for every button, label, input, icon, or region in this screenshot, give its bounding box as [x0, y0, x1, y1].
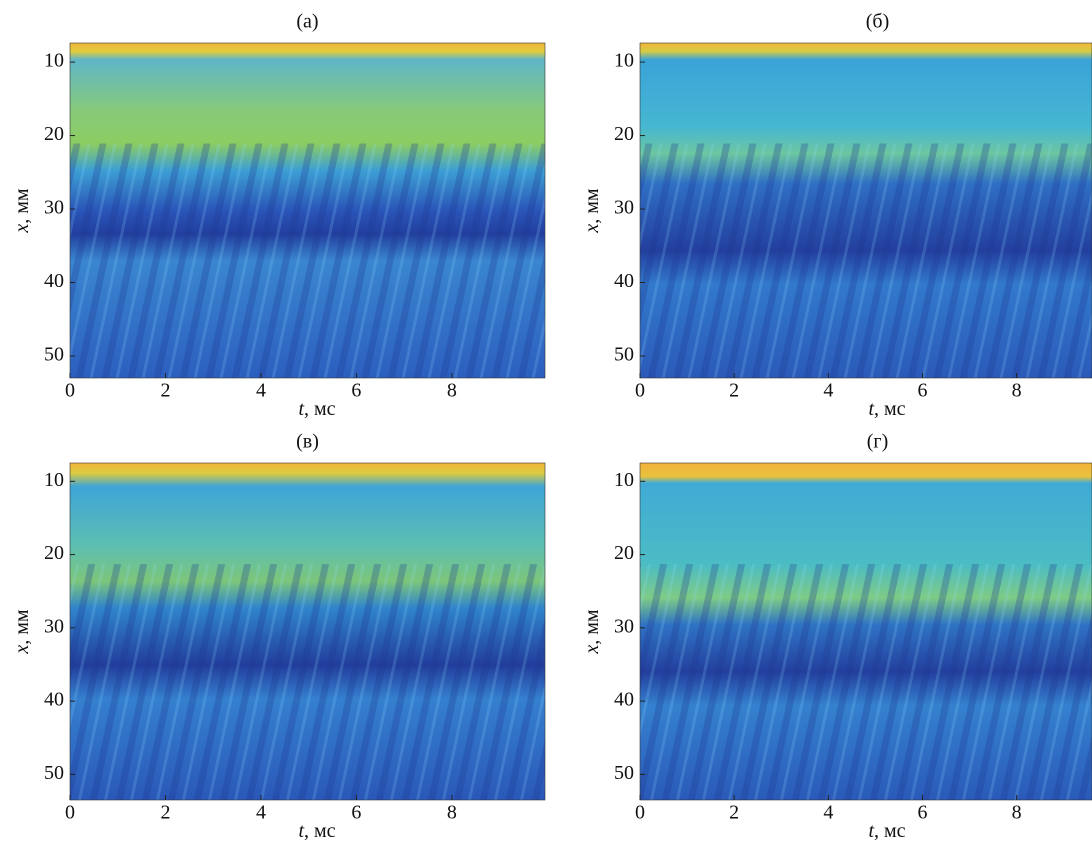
x-tick-label: 2 — [729, 380, 739, 402]
y-tick-label: 40 — [614, 689, 634, 711]
y-tick-label: 20 — [44, 123, 64, 145]
panel-title: (в) — [296, 431, 319, 453]
x-tick-label: 4 — [256, 802, 266, 824]
x-tick-label: 6 — [918, 802, 928, 824]
y-axis-symbol: x — [11, 224, 33, 234]
y-tick-label: 20 — [44, 542, 64, 564]
x-axis-label: t, мс — [298, 820, 335, 842]
x-axis-label: t, мс — [868, 398, 905, 420]
heatmap-texture — [640, 143, 1092, 378]
x-tick-label: 0 — [65, 380, 75, 402]
y-axis-label: x, мм — [11, 609, 33, 655]
panel-title: (б) — [866, 11, 890, 33]
x-axis-symbol: t — [298, 398, 304, 420]
plot-frame — [639, 42, 1092, 379]
x-tick-label: 2 — [729, 802, 739, 824]
x-axis-symbol: t — [298, 820, 304, 842]
y-tick-label: 30 — [44, 197, 64, 219]
y-tick-label: 20 — [614, 542, 634, 564]
y-tick-label: 10 — [44, 50, 64, 72]
y-axis-symbol: x — [581, 645, 603, 655]
plot-frame — [69, 462, 546, 801]
y-tick-label: 50 — [44, 344, 64, 366]
x-tick-label: 8 — [447, 380, 457, 402]
x-axis-unit: , мс — [874, 398, 906, 420]
y-tick-label: 30 — [44, 615, 64, 637]
x-tick-label: 4 — [256, 380, 266, 402]
y-tick-label: 10 — [614, 469, 634, 491]
x-tick-label: 6 — [918, 380, 928, 402]
y-tick-label: 10 — [614, 50, 634, 72]
x-tick-label: 2 — [160, 380, 170, 402]
x-tick-label: 8 — [1012, 802, 1022, 824]
x-axis-symbol: t — [868, 398, 874, 420]
panel-title: (а) — [296, 11, 318, 33]
x-tick-label: 6 — [351, 380, 361, 402]
y-axis-unit: , мм — [581, 188, 603, 224]
x-axis-unit: , мс — [874, 820, 906, 842]
y-axis-unit: , мм — [581, 609, 603, 645]
y-axis-label: x, мм — [581, 188, 603, 234]
y-tick-label: 40 — [44, 689, 64, 711]
y-axis-symbol: x — [11, 645, 33, 655]
heatmap-texture — [70, 564, 545, 800]
x-tick-label: 8 — [1012, 380, 1022, 402]
y-tick-label: 50 — [614, 762, 634, 784]
y-tick-label: 50 — [44, 762, 64, 784]
y-axis-label: x, мм — [11, 188, 33, 234]
y-tick-label: 40 — [614, 270, 634, 292]
heatmap-texture — [70, 143, 545, 378]
panel-title: (г) — [867, 431, 889, 453]
plot-frame — [639, 462, 1092, 801]
x-axis-label: t, мс — [298, 398, 335, 420]
y-axis-symbol: x — [581, 224, 603, 234]
x-axis-unit: , мс — [304, 398, 336, 420]
x-axis-symbol: t — [868, 820, 874, 842]
y-tick-label: 50 — [614, 344, 634, 366]
y-axis-unit: , мм — [11, 188, 33, 224]
y-tick-label: 30 — [614, 615, 634, 637]
x-tick-label: 0 — [635, 802, 645, 824]
x-tick-label: 8 — [447, 802, 457, 824]
x-axis-label: t, мс — [868, 820, 905, 842]
y-axis-unit: , мм — [11, 609, 33, 645]
y-tick-label: 10 — [44, 469, 64, 491]
x-tick-label: 6 — [351, 802, 361, 824]
x-tick-label: 2 — [160, 802, 170, 824]
heatmap-texture — [640, 564, 1092, 800]
y-tick-label: 30 — [614, 197, 634, 219]
plot-frame — [69, 42, 546, 379]
x-tick-label: 4 — [823, 380, 833, 402]
x-axis-unit: , мс — [304, 820, 336, 842]
x-tick-label: 0 — [635, 380, 645, 402]
y-tick-label: 40 — [44, 270, 64, 292]
x-tick-label: 0 — [65, 802, 75, 824]
x-tick-label: 4 — [823, 802, 833, 824]
y-axis-label: x, мм — [581, 609, 603, 655]
y-tick-label: 20 — [614, 123, 634, 145]
